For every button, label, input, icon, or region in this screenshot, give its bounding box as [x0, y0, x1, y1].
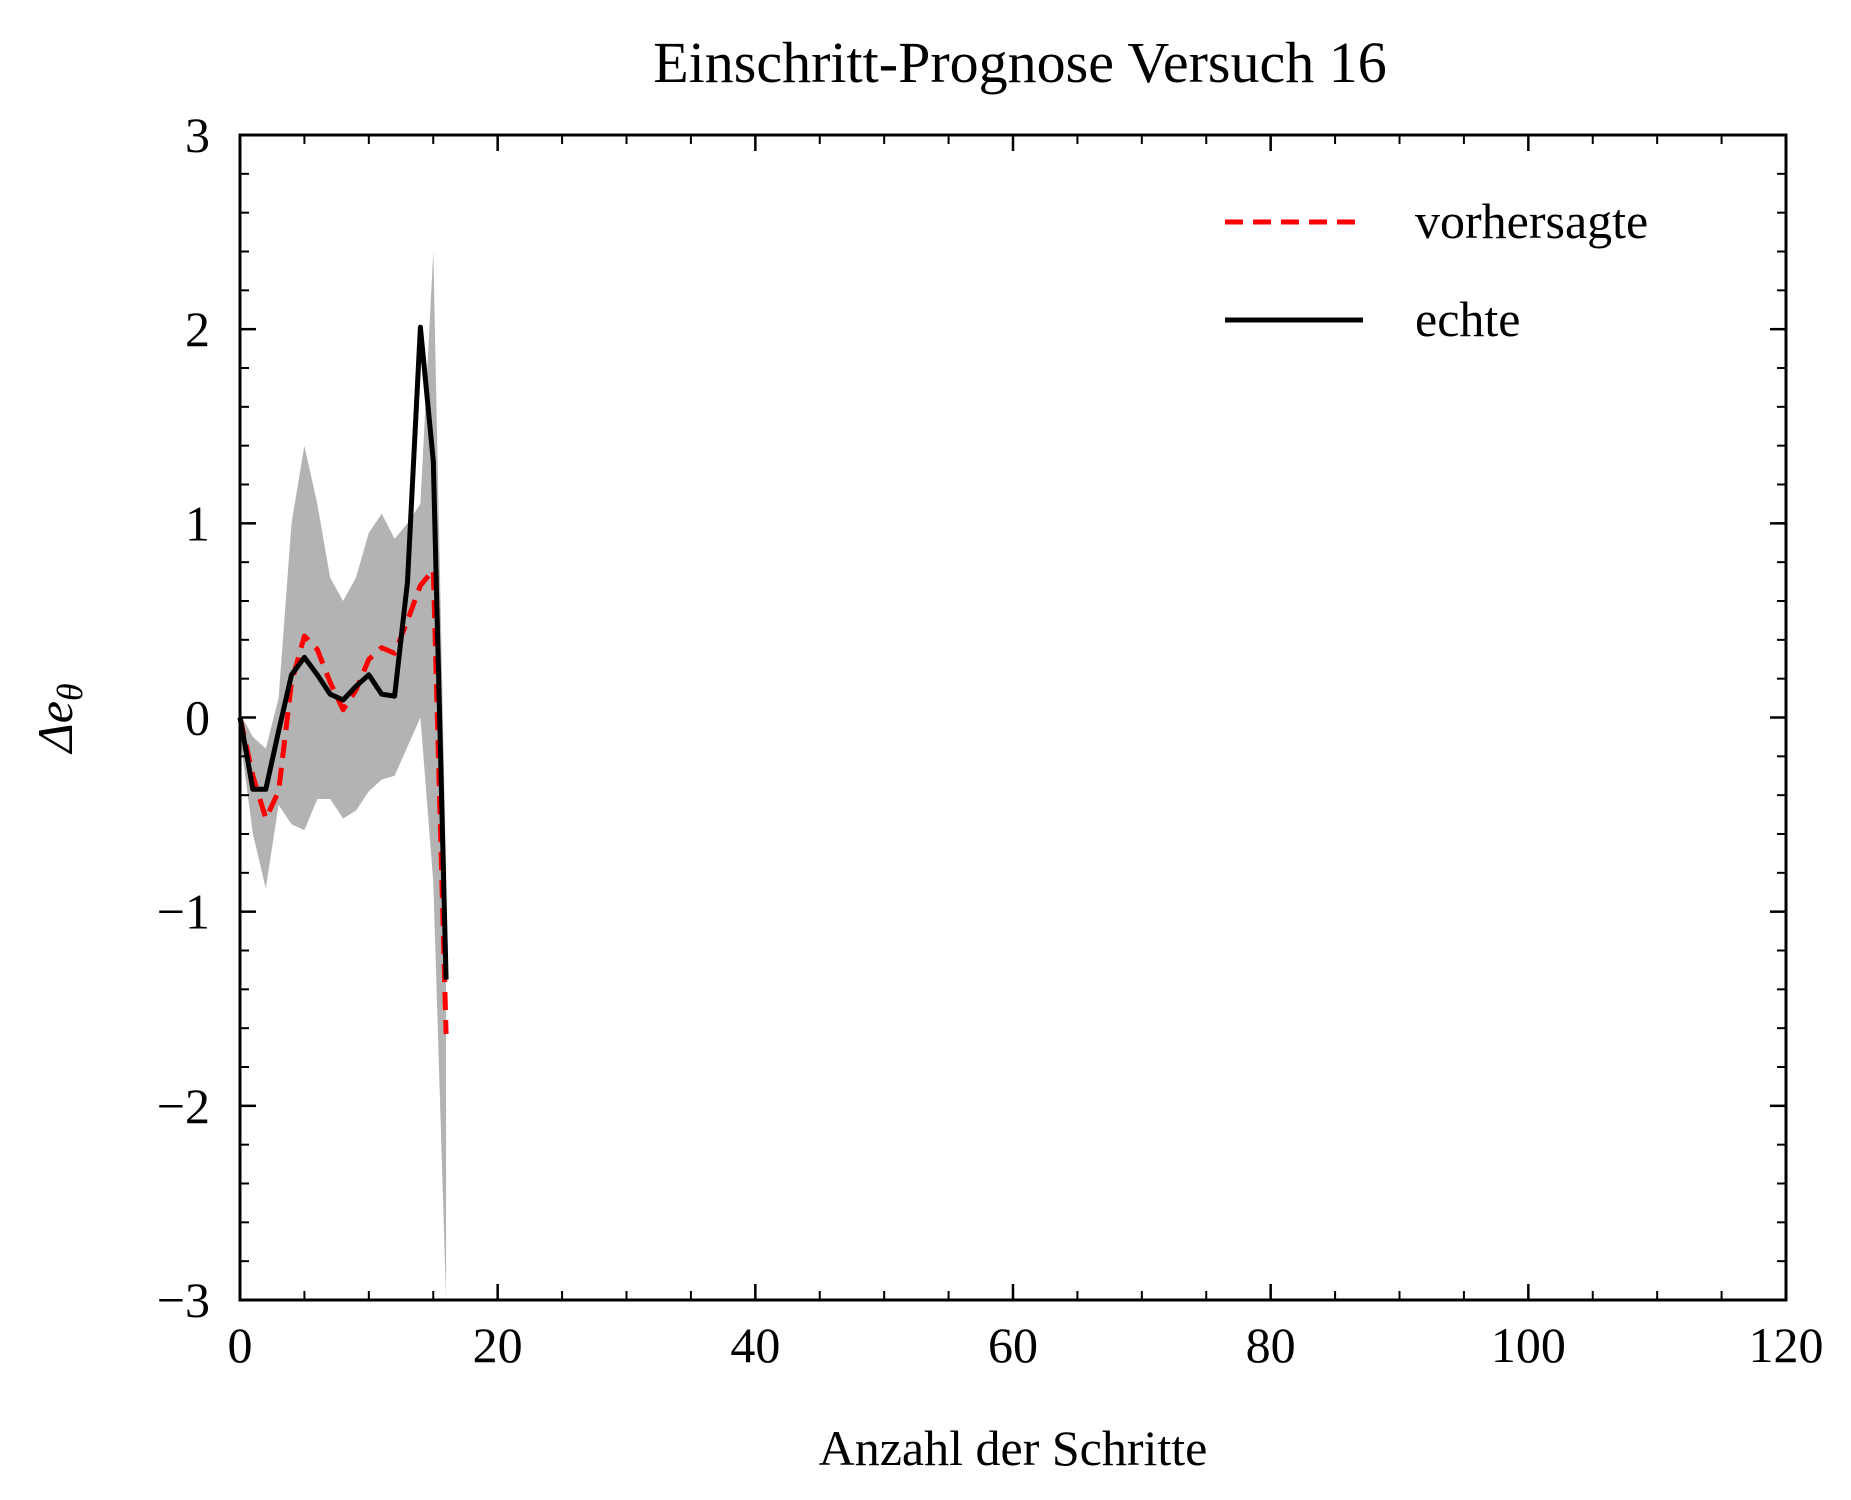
x-tick-label: 80 — [1246, 1317, 1296, 1373]
x-tick-label: 20 — [473, 1317, 523, 1373]
y-axis-label-main: Δe — [27, 701, 83, 755]
axis-tick-labels: 0 20 40 60 80 100 120 −3 −2 −1 0 1 2 3 — [157, 107, 1824, 1373]
x-tick-label: 120 — [1749, 1317, 1824, 1373]
chart-title: Einschritt-Prognose Versuch 16 — [653, 30, 1387, 95]
x-tick-label: 0 — [228, 1317, 253, 1373]
plot-area — [237, 251, 449, 1300]
y-tick-label: 3 — [185, 107, 210, 163]
legend: vorhersagte echte — [1225, 193, 1648, 347]
x-tick-label: 40 — [730, 1317, 780, 1373]
y-tick-label: −3 — [157, 1272, 210, 1328]
x-tick-label: 60 — [988, 1317, 1038, 1373]
y-tick-label: 2 — [185, 301, 210, 357]
x-axis-label: Anzahl der Schritte — [819, 1420, 1208, 1476]
svg-text:Δeθ: Δeθ — [27, 683, 90, 754]
series-line-echte — [237, 324, 449, 980]
legend-label-vorhersagte: vorhersagte — [1415, 193, 1648, 249]
y-tick-label: −1 — [157, 884, 210, 940]
y-axis-label-subscript: θ — [50, 683, 90, 701]
x-tick-label: 100 — [1491, 1317, 1566, 1373]
plot-frame — [238, 133, 1788, 1302]
legend-label-echte: echte — [1415, 291, 1520, 347]
y-axis-label: Δeθ — [27, 683, 90, 754]
uncertainty-band — [240, 251, 447, 1300]
y-tick-label: 0 — [185, 690, 210, 746]
series-line-vorhersagte — [237, 567, 449, 1035]
y-tick-label: −2 — [157, 1078, 210, 1134]
y-tick-label: 1 — [185, 495, 210, 551]
